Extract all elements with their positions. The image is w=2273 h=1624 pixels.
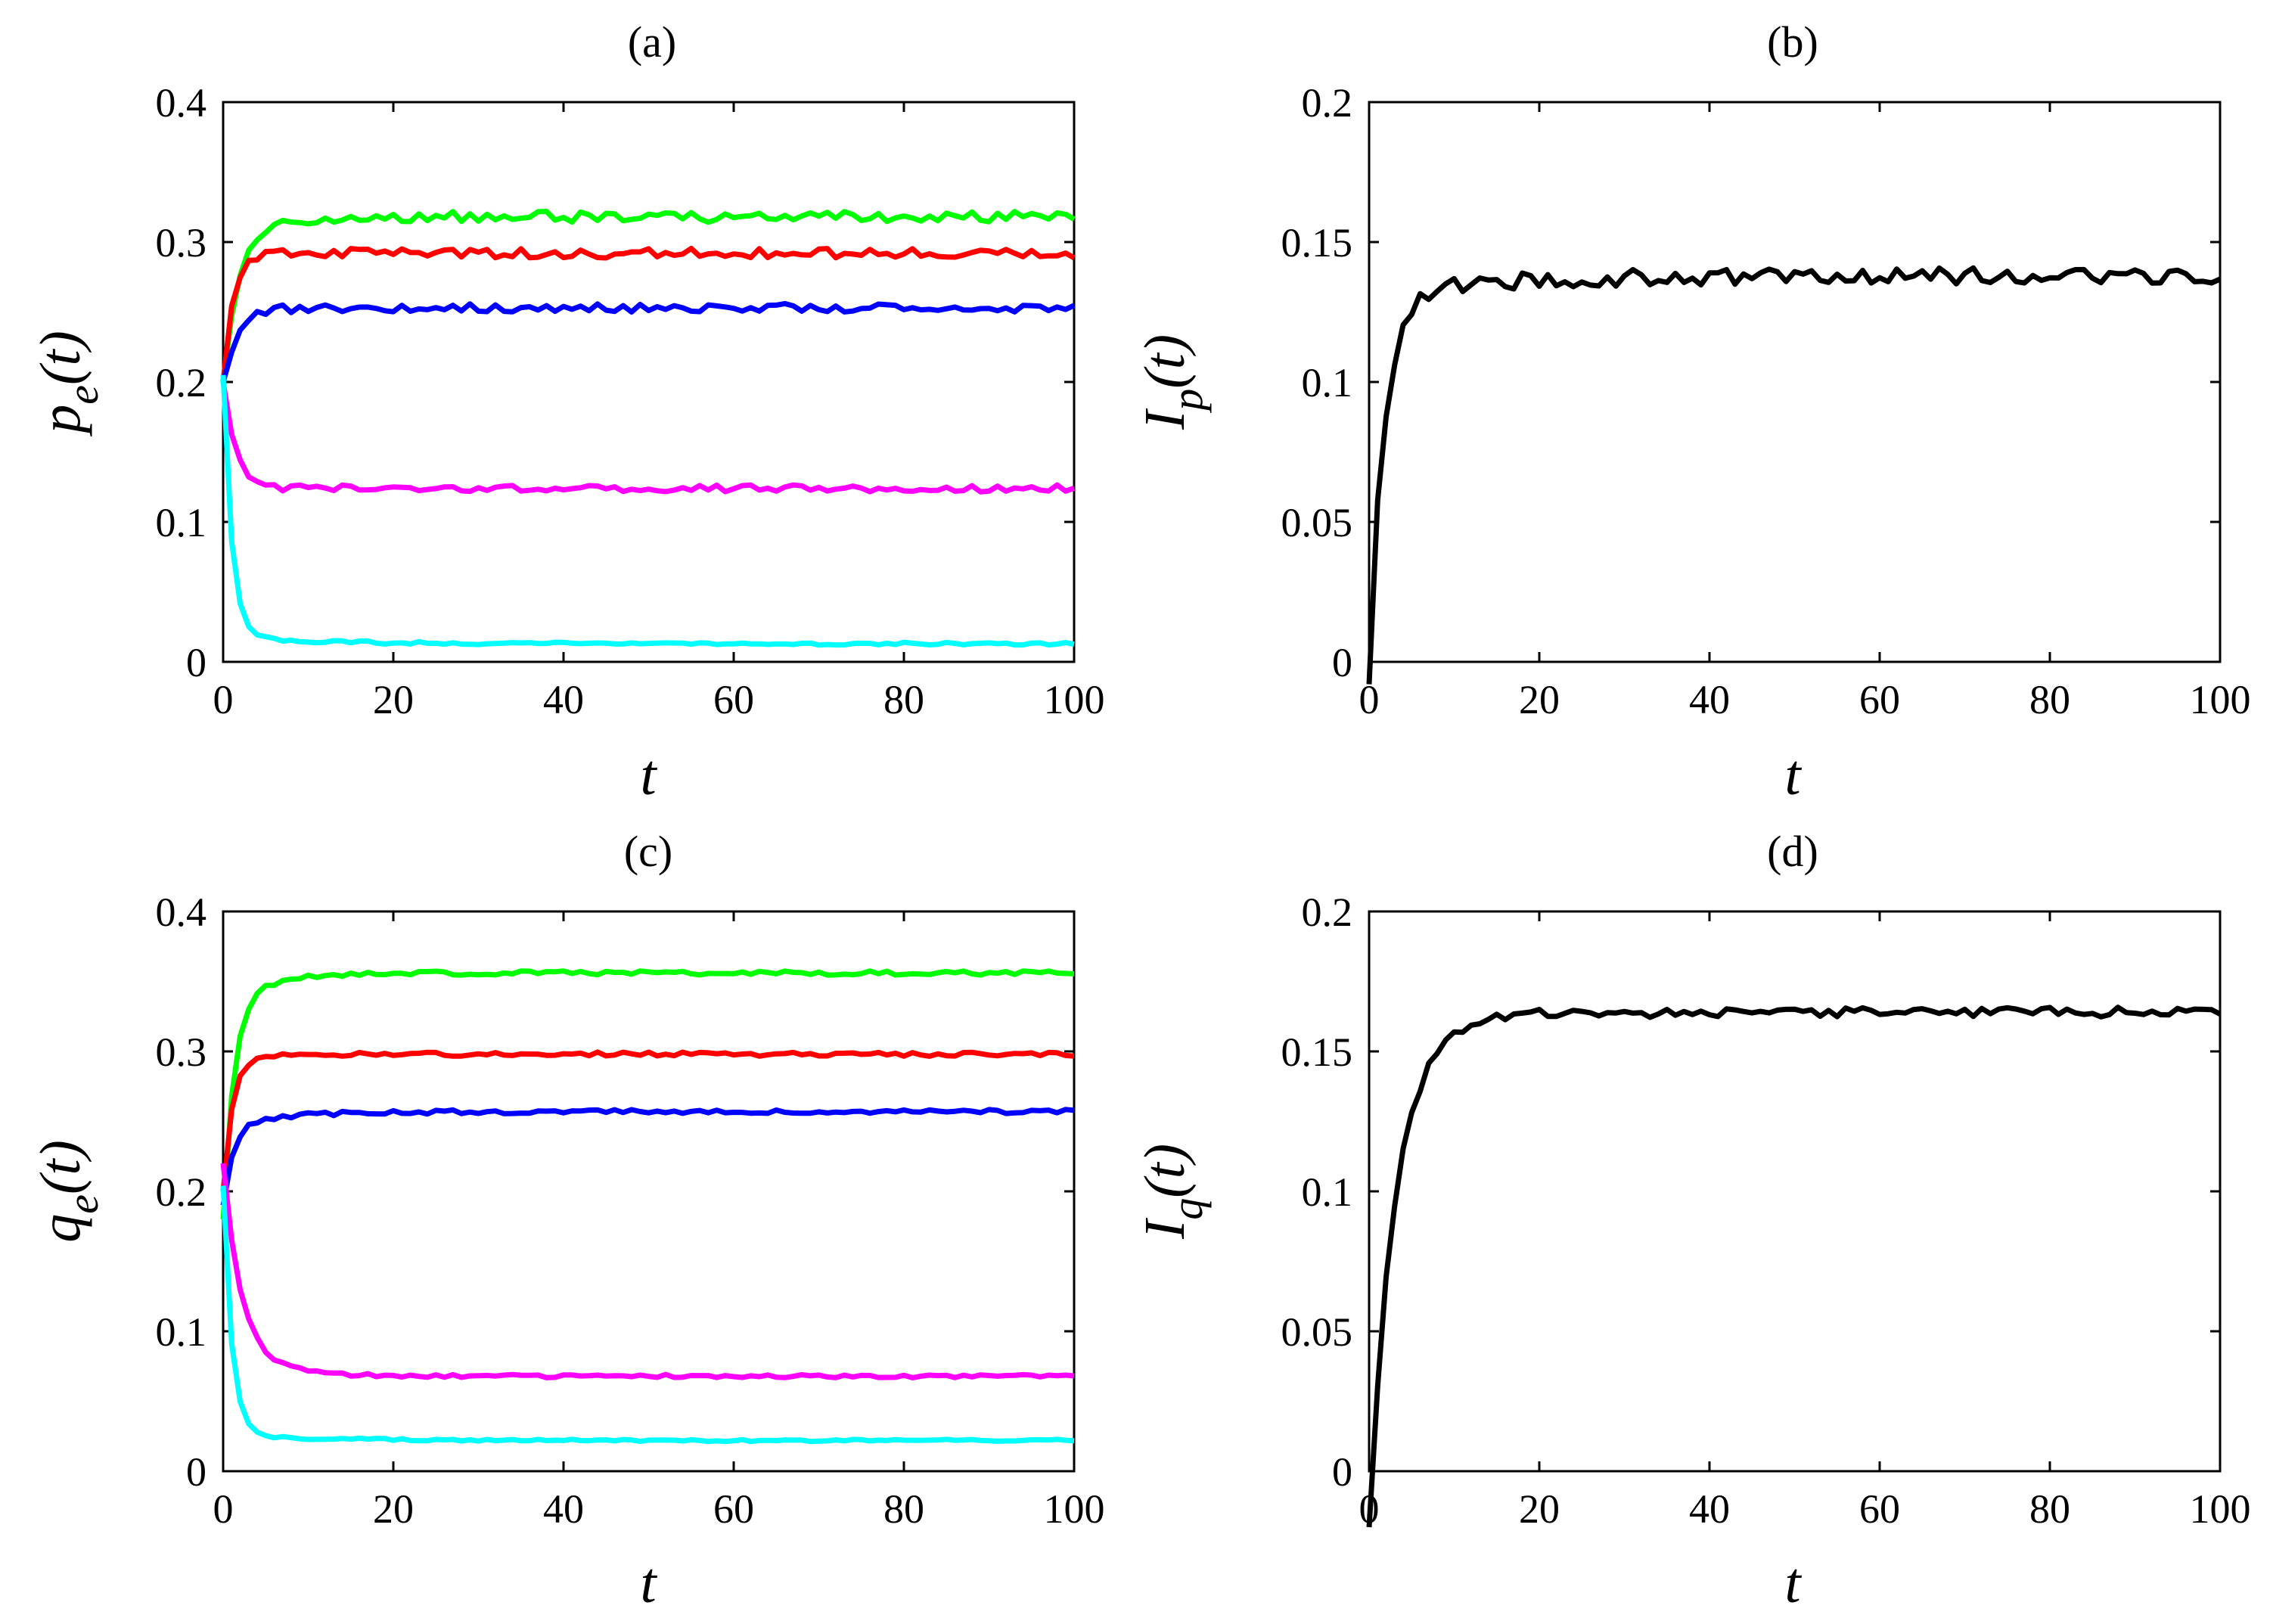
panel-a-xtick-label: 0 [213, 677, 234, 722]
panel-a-series-magenta [220, 381, 1076, 495]
panel-c-xtick-label: 20 [373, 1486, 414, 1532]
panel-c-series-magenta [220, 1163, 1075, 1380]
panel-a-ytick-label: 0.4 [156, 80, 207, 126]
panel-a-ylabel-suffix: (t) [29, 331, 92, 385]
panel-b-ylabel-text: Ip(t) [1133, 334, 1212, 430]
panel-a-ytick-label: 0.3 [156, 220, 207, 265]
panel-b-ylabel-main: I [1133, 408, 1197, 430]
panel-d-xtick-label: 100 [2190, 1486, 2251, 1532]
panel-a-ylabel-sub: e [58, 385, 107, 405]
panel-c-ylabel-suffix: (t) [29, 1140, 92, 1194]
panel-b-ylabel-suffix: (t) [1133, 334, 1197, 389]
panel-d-axes-box [1368, 910, 2222, 1473]
panel-d-ytick-label: 0.15 [1281, 1029, 1353, 1075]
panel-a-ylabel: pe(t) [29, 331, 107, 436]
panel-b-plot: 0 20 40 60 80 100 0 0.05 0.1 0.15 0.2 [1281, 80, 2251, 722]
panel-d-ylabel-text: Iq(t) [1133, 1144, 1212, 1240]
panel-d-ylabel-suffix: (t) [1133, 1144, 1197, 1198]
panel-c-series-red [220, 1049, 1075, 1192]
panel-a-plot: 0 20 40 60 80 100 0 0.1 0.2 0.3 0.4 [156, 80, 1105, 722]
panel-b-ylabel-sub: p [1163, 389, 1212, 414]
panel-d-series-black [1366, 1005, 2222, 1528]
panel-b-ytick-label: 0.05 [1281, 500, 1353, 545]
panel-b-xtick-label: 100 [2190, 677, 2251, 722]
panel-d-ylabel: Iq(t) [1133, 1144, 1212, 1240]
panel-a-xlabel: t [640, 744, 657, 807]
panel-d-xtick-label: 80 [2029, 1486, 2070, 1532]
panel-b-title: (b) [1767, 17, 1818, 67]
panel-a-xtick-label: 100 [1044, 677, 1105, 722]
panel-c-xtick-label: 80 [883, 1486, 924, 1532]
panel-a-ytick-label: 0 [186, 640, 206, 685]
panel-c-ylabel-sub: e [58, 1194, 107, 1214]
panel-b-ylabel: Ip(t) [1133, 334, 1212, 430]
panel-b-xtick-label: 40 [1689, 677, 1730, 722]
panel-a-title: (a) [628, 17, 676, 67]
panel-c-series-cyan [220, 1185, 1075, 1445]
panel-d-ytick-label: 0.2 [1302, 890, 1353, 935]
panel-a-ytick-label: 0.1 [156, 500, 207, 545]
panel-c-ytick-label: 0 [186, 1449, 206, 1495]
panel-d-ytick-label: 0.1 [1302, 1169, 1353, 1215]
panel-b: (b) 0 20 40 60 80 100 0 0.05 0.1 0.15 0.2 Ip(t) t [1133, 17, 2251, 807]
panel-b-xtick-label: 60 [1859, 677, 1900, 722]
panel-d-ylabel-main: I [1133, 1217, 1197, 1240]
panel-d-title: (d) [1767, 827, 1818, 876]
panel-c-title: (c) [624, 827, 672, 876]
panel-d-ytick-label: 0 [1332, 1449, 1352, 1495]
panel-d-ytick-label: 0.05 [1281, 1309, 1353, 1355]
panel-b-xlabel: t [1784, 744, 1802, 807]
panel-c-ylabel-main: q [29, 1214, 92, 1243]
panel-a-xtick-label: 40 [543, 677, 584, 722]
panel-c-ytick-label: 0.3 [156, 1029, 207, 1075]
panel-c-xtick-label: 0 [213, 1486, 234, 1532]
panel-a-ytick-label: 0.2 [156, 360, 207, 405]
panel-b-ytick-label: 0.2 [1302, 80, 1353, 126]
panel-b-series-black [1366, 265, 2222, 685]
panel-a-xtick-label: 80 [883, 677, 924, 722]
panel-a-axes-box [222, 101, 1076, 663]
panel-a: (a) 0 20 40 60 80 100 0 0.1 0.2 0.3 0.4 pe(t) t [29, 17, 1105, 807]
panel-c-xtick-label: 100 [1044, 1486, 1105, 1532]
panel-b-xtick-label: 20 [1519, 677, 1560, 722]
panel-a-ylabel-main: p [29, 405, 92, 437]
panel-a-series-cyan [220, 374, 1075, 648]
panel-a-series-green [220, 209, 1076, 382]
panel-c-axes-box [222, 910, 1076, 1473]
panel-c-xlabel: t [640, 1551, 657, 1615]
panel-d-xtick-label: 20 [1519, 1486, 1560, 1532]
panel-a-xtick-label: 60 [713, 677, 754, 722]
panel-b-xtick-label: 80 [2029, 677, 2070, 722]
panel-a-series-red [220, 246, 1076, 383]
panel-c-ytick-label: 0.4 [156, 890, 207, 935]
panel-c-ytick-label: 0.1 [156, 1309, 207, 1355]
panel-b-axes-box [1368, 101, 2222, 663]
panel-d-ylabel-sub: q [1163, 1198, 1212, 1220]
panel-c-ytick-label: 0.2 [156, 1169, 207, 1215]
panel-c-plot: 0 20 40 60 80 100 0 0.1 0.2 0.3 0.4 [156, 890, 1105, 1532]
panel-b-ytick-label: 0 [1332, 640, 1352, 685]
panel-c-xtick-label: 40 [543, 1486, 584, 1532]
panel-d-xlabel: t [1784, 1551, 1802, 1615]
panel-d-xtick-label: 60 [1859, 1486, 1900, 1532]
panel-a-ylabel-text: pe(t) [29, 331, 107, 436]
panel-c-ylabel: qe(t) [29, 1140, 107, 1242]
panel-b-ytick-label: 0.1 [1302, 360, 1353, 405]
panel-c-xtick-label: 60 [713, 1486, 754, 1532]
panel-c-ylabel-text: qe(t) [29, 1140, 107, 1242]
panel-c: (c) 0 20 40 60 80 100 0 0.1 0.2 0.3 0.4 qe(t) t [29, 827, 1105, 1615]
panel-d-xtick-label: 40 [1689, 1486, 1730, 1532]
panel-c-series-blue [220, 1107, 1075, 1206]
panel-a-xtick-label: 20 [373, 677, 414, 722]
panel-b-xtick-label: 0 [1359, 677, 1380, 722]
panel-b-ytick-label: 0.15 [1281, 220, 1353, 265]
panel-c-series-green [220, 968, 1075, 1220]
panel-a-series-blue [220, 300, 1076, 383]
